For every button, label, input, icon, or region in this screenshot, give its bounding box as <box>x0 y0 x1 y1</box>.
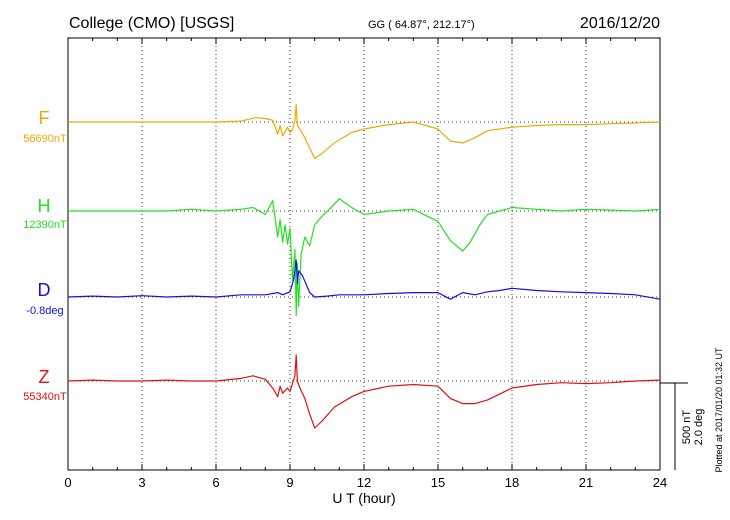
series-name-d: D <box>38 280 51 300</box>
date-label: 2016/12/20 <box>580 15 660 32</box>
x-tick-label: 9 <box>286 475 293 490</box>
plotted-at-note: Plotted at 2017/01/20 01:32 UT <box>714 347 724 473</box>
x-tick-label: 18 <box>505 475 519 490</box>
series-baseline-value-d: -0.8deg <box>26 305 63 317</box>
baselines <box>68 121 660 382</box>
scale-label-nt: 500 nT <box>681 410 693 445</box>
x-tick-label: 12 <box>357 475 371 490</box>
series-line-z <box>67 354 661 429</box>
x-tick-label: 15 <box>431 475 445 490</box>
vertical-grid <box>141 38 587 470</box>
series-name-f: F <box>39 108 50 128</box>
station-title: College (CMO) [USGS] <box>69 15 234 32</box>
series-line-f <box>68 103 661 160</box>
series-labels: F 56690nT H 12390nT D -0.8deg Z 55340nT <box>23 108 67 403</box>
series-line-h <box>68 198 661 316</box>
x-tick-label: 0 <box>64 475 71 490</box>
series-baseline-value-h: 12390nT <box>23 219 67 231</box>
series-group <box>67 103 661 429</box>
coordinates-label: GG ( 64.87°, 212.17°) <box>368 19 475 31</box>
series-baseline-value-f: 56690nT <box>23 133 67 145</box>
series-line-d <box>67 259 661 300</box>
x-tick-label: 6 <box>212 475 219 490</box>
x-tick-label: 24 <box>653 475 667 490</box>
x-axis-ticks: 0 3 6 9 12 15 18 21 24 <box>64 38 667 490</box>
x-axis-title: U T (hour) <box>332 490 395 506</box>
series-baseline-value-z: 55340nT <box>23 391 67 403</box>
x-tick-label: 21 <box>579 475 593 490</box>
scale-label-deg: 2.0 deg <box>693 409 705 446</box>
scale-bar: 500 nT 2.0 deg <box>660 382 705 470</box>
series-name-h: H <box>38 196 51 216</box>
series-name-z: Z <box>39 367 50 387</box>
x-tick-label: 3 <box>138 475 145 490</box>
